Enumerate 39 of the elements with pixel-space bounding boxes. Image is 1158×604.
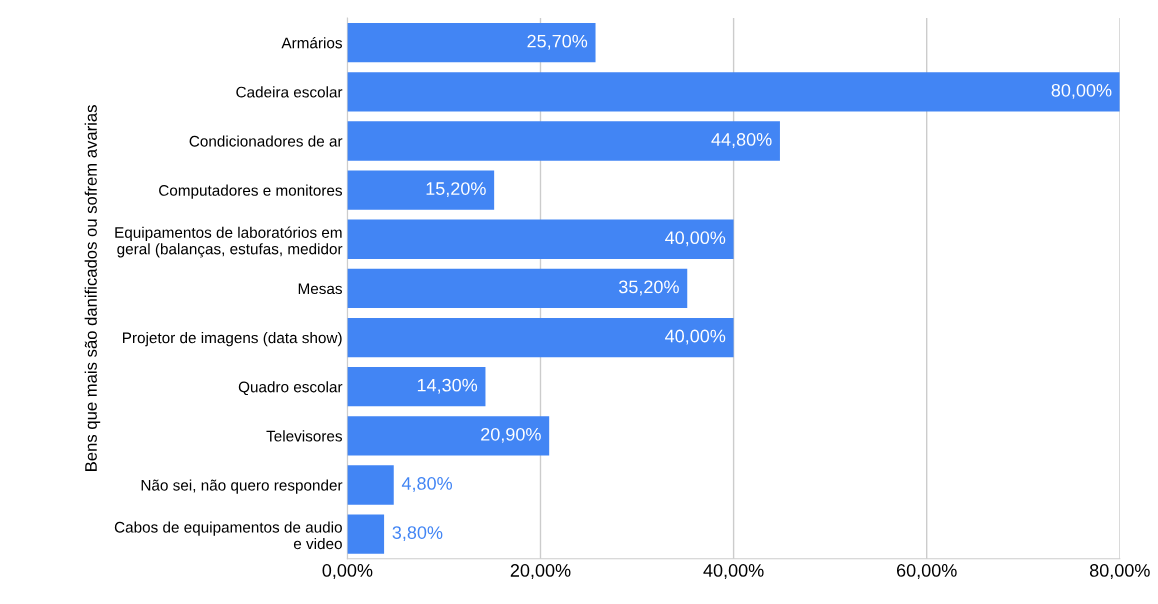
x-tick-label: 80,00% (1089, 564, 1150, 579)
x-tick-label: 0,00% (322, 564, 373, 579)
data-label: 35,20% (618, 280, 679, 296)
y-tick-label: Cadeira escolar (236, 86, 343, 98)
bar (347, 268, 688, 309)
bar (347, 514, 385, 554)
bar (347, 317, 734, 358)
bar (347, 23, 596, 63)
y-tick-label: Equipamentos de laboratórios em geral (balanças, estufas, medidor (115, 226, 343, 258)
y-tick-label: Armários (281, 36, 342, 49)
data-label: 40,00% (665, 231, 726, 247)
bar (347, 121, 780, 161)
y-tick-label: Televisores (266, 430, 342, 442)
data-label: 80,00% (1051, 83, 1112, 99)
data-label: 15,20% (426, 182, 486, 198)
bar (347, 465, 394, 505)
bar (347, 416, 550, 456)
data-label: 20,90% (481, 427, 541, 443)
data-label: 4,80% (401, 477, 453, 492)
y-axis-title: Bens que mais são danificados ou sofrem avarias (84, 105, 101, 471)
data-label: 44,80% (711, 133, 772, 148)
y-tick-label: Não sei, não quero responder (141, 479, 343, 494)
data-label: 25,70% (527, 34, 588, 50)
data-label: 3,80% (392, 526, 443, 542)
bar (347, 367, 486, 407)
bar (347, 170, 495, 210)
y-tick-label: Projetor de imagens (data show) (123, 332, 342, 347)
y-tick-label: Computadores e monitores (159, 184, 342, 199)
x-tick-label: 20,00% (510, 564, 571, 579)
y-tick-label: Quadro escolar (238, 381, 343, 396)
y-tick-label: Cabos de equipamentos de audio e video (114, 521, 342, 550)
x-tick-label: 40,00% (703, 564, 764, 579)
y-tick-label: Mesas (298, 283, 342, 295)
data-label: 14,30% (417, 378, 478, 394)
bar (347, 219, 734, 259)
bar (347, 72, 1120, 112)
x-tick-label: 60,00% (896, 564, 957, 579)
data-label: 40,00% (665, 329, 726, 345)
y-tick-label: Condicionadores de ar (189, 135, 343, 147)
